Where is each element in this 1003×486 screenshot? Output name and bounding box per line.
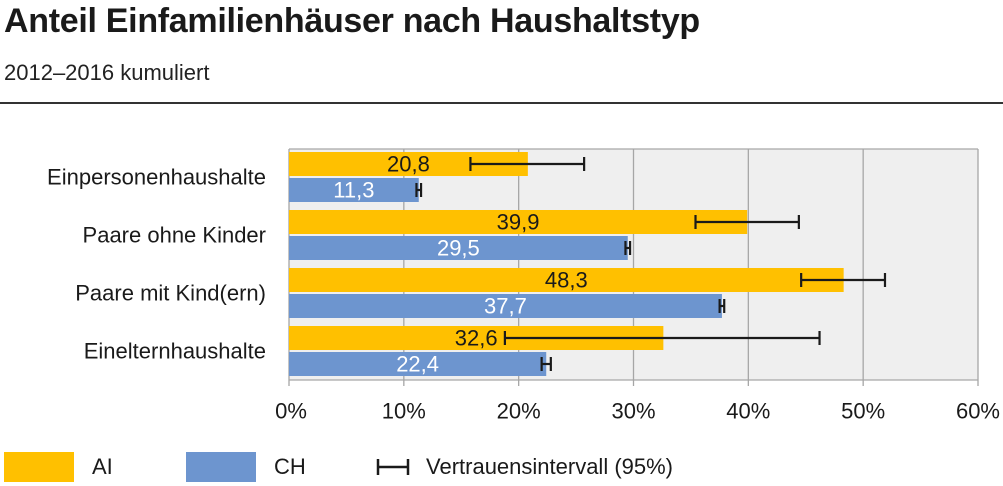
x-tick-label: 30%	[611, 399, 655, 424]
chart-subtitle: 2012–2016 kumuliert	[4, 60, 210, 85]
data-label-ai: 48,3	[545, 268, 588, 293]
legend-item-ai: AI	[4, 450, 113, 484]
legend-swatch-ai	[4, 452, 74, 482]
title-divider	[0, 102, 1003, 104]
x-tick-label: 40%	[726, 399, 770, 424]
data-label-ai: 20,8	[387, 152, 430, 177]
bar-ch	[289, 236, 628, 260]
chart-title: Anteil Einfamilienhäuser nach Haushaltst…	[4, 2, 700, 40]
x-tick-label: 0%	[275, 399, 307, 424]
data-label-ch: 22,4	[396, 352, 439, 377]
x-tick-label: 50%	[841, 399, 885, 424]
bar-ai	[289, 268, 844, 292]
category-label: Einpersonenhaushalte	[47, 165, 266, 190]
data-label-ai: 39,9	[497, 210, 540, 235]
category-label: Paare mit Kind(ern)	[75, 281, 266, 306]
bar-ai	[289, 210, 748, 234]
legend-label-ci: Vertrauensintervall (95%)	[426, 454, 674, 479]
bar-ch	[289, 178, 419, 202]
bar-ch	[289, 294, 722, 318]
x-tick-label: 10%	[382, 399, 426, 424]
data-label-ch: 11,3	[333, 178, 374, 203]
legend-item-ch: CH	[186, 450, 306, 484]
category-label: Paare ohne Kinder	[83, 223, 266, 248]
confidence-interval-icon	[376, 459, 410, 475]
x-tick-label: 20%	[497, 399, 541, 424]
data-label-ch: 29,5	[437, 236, 480, 261]
legend-swatch-ch	[186, 452, 256, 482]
bar-chart: 0% 10% 20% 30% 40% 50% 60% Einpersonenhaushalte…	[47, 148, 1000, 424]
data-label-ch: 37,7	[484, 294, 527, 319]
data-label-ai: 32,6	[455, 326, 498, 351]
bar-ch	[289, 352, 547, 376]
legend-label-ai: AI	[92, 454, 113, 479]
category-label: Einelternhaushalte	[84, 339, 266, 364]
x-tick-label: 60%	[956, 399, 1000, 424]
legend-label-ch: CH	[274, 454, 306, 479]
legend-item-ci: Vertrauensintervall (95%)	[376, 450, 673, 484]
